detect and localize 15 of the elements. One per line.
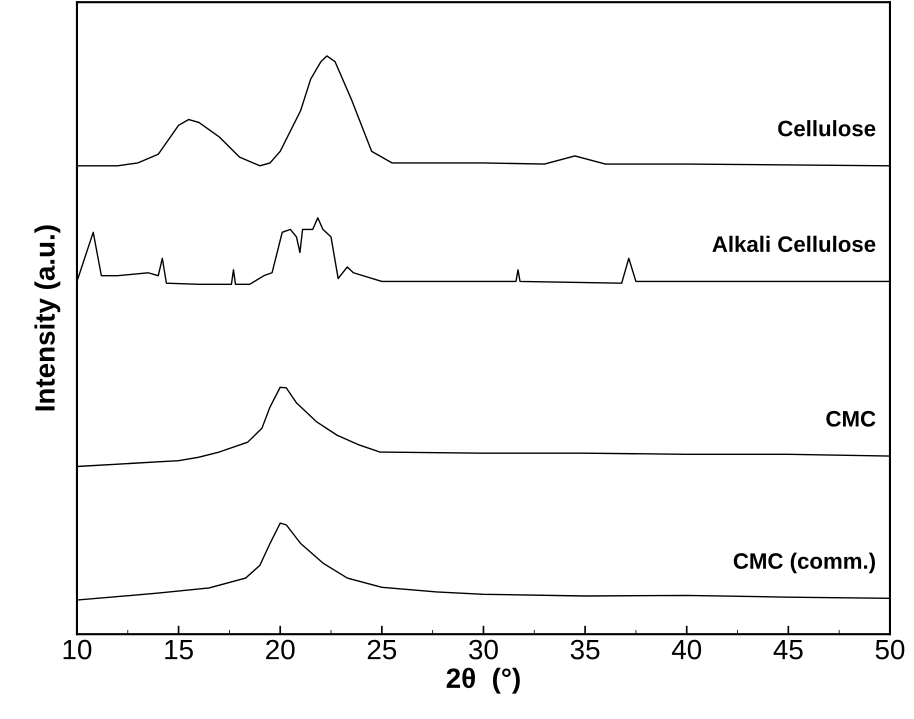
series-label: CMC (comm.) (734, 552, 875, 574)
y-axis-title: Intensity (a.u.) (34, 225, 60, 410)
x-tick-label: 35 (570, 640, 600, 660)
x-axis-title: 2θ (°) (446, 668, 520, 694)
x-tick-label: 15 (165, 640, 193, 660)
x-tick-label: 25 (368, 640, 396, 660)
series-label: Alkali Cellulose (712, 236, 876, 252)
x-tick-label: 20 (266, 640, 295, 660)
x-tick-label: 40 (672, 640, 702, 660)
series-label: Cellulose (778, 120, 876, 136)
series-label: CMC (826, 410, 876, 427)
x-tick-label: 10 (64, 640, 92, 660)
x-tick-label: 30 (469, 640, 498, 660)
x-tick-label: 45 (774, 640, 803, 660)
x-tick-label: 50 (876, 640, 904, 660)
